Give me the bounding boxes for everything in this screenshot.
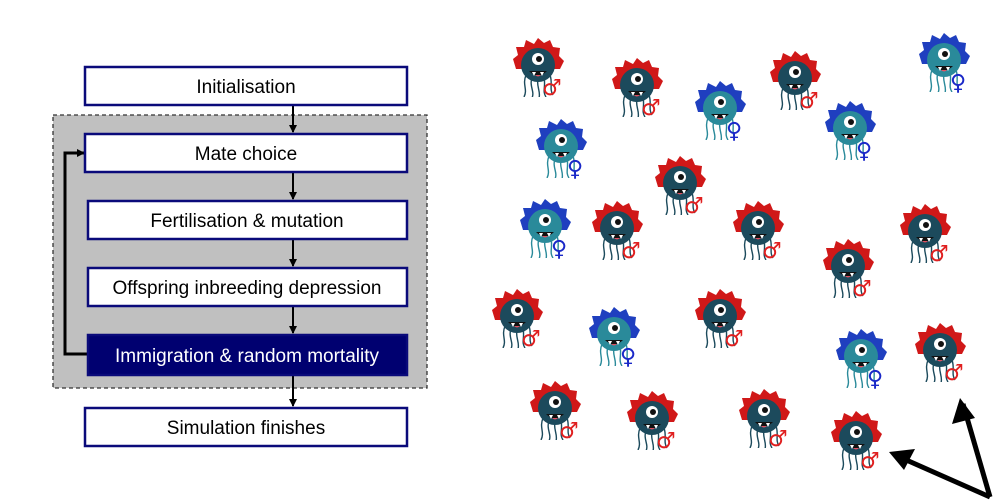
- female-individual: ♀: [918, 32, 970, 96]
- male-individual: ♂: [738, 388, 790, 452]
- male-symbol-icon: ♂: [944, 361, 964, 386]
- step-label-finish: Simulation finishes: [167, 418, 325, 439]
- male-individual: ♂: [899, 203, 951, 267]
- male-individual: ♂: [611, 57, 663, 121]
- step-box-immigration: [86, 333, 409, 377]
- male-individual: ♂: [591, 200, 643, 264]
- step-box-initialisation: [83, 65, 409, 107]
- male-symbol-icon: ♂: [929, 242, 949, 267]
- female-symbol-icon: ♀: [867, 367, 883, 392]
- male-symbol-icon: ♂: [799, 89, 819, 114]
- male-symbol-icon: ♂: [656, 429, 676, 454]
- female-symbol-icon: ♀: [551, 237, 567, 262]
- male-individual: ♂: [694, 288, 746, 352]
- male-symbol-icon: ♂: [768, 427, 788, 452]
- male-symbol-icon: ♂: [521, 327, 541, 352]
- male-symbol-icon: ♂: [724, 327, 744, 352]
- step-box-finish: [83, 406, 409, 448]
- female-individual: ♀: [824, 100, 876, 164]
- female-individual: ♀: [535, 118, 587, 182]
- female-individual: ♀: [588, 306, 640, 370]
- male-individual: ♂: [830, 410, 882, 474]
- step-box-fertilisation: [86, 199, 409, 241]
- male-individual: ♂: [626, 390, 678, 454]
- male-individual: ♂: [512, 37, 564, 101]
- male-symbol-icon: ♂: [860, 449, 880, 474]
- step-label-mate-choice: Mate choice: [195, 144, 297, 165]
- male-individual: ♂: [529, 380, 581, 444]
- female-symbol-icon: ♀: [856, 139, 872, 164]
- female-symbol-icon: ♀: [950, 71, 966, 96]
- female-individual: ♀: [519, 198, 571, 262]
- male-symbol-icon: ♂: [684, 194, 704, 219]
- female-individual: ♀: [694, 80, 746, 144]
- loop-back-arrow: [63, 149, 87, 356]
- male-individual: ♂: [914, 322, 966, 386]
- male-individual: ♂: [769, 50, 821, 114]
- step-label-initialisation: Initialisation: [196, 77, 295, 98]
- male-individual: ♂: [491, 288, 543, 352]
- male-symbol-icon: ♂: [621, 239, 641, 264]
- step-label-inbreeding: Offspring inbreeding depression: [113, 278, 382, 299]
- female-symbol-icon: ♀: [567, 157, 583, 182]
- male-symbol-icon: ♂: [762, 239, 782, 264]
- population: ♂ ♂ ♀ ♂ ♀ ♀ ♀ ♂ ♀ ♂ ♂ ♂ ♂ ♂ ♀ ♂ ♀ ♂ ♂ ♂ ♂ ♂: [491, 32, 970, 474]
- female-symbol-icon: ♀: [620, 345, 636, 370]
- male-symbol-icon: ♂: [852, 277, 872, 302]
- step-box-inbreeding: [86, 266, 409, 308]
- female-symbol-icon: ♀: [726, 119, 742, 144]
- male-symbol-icon: ♂: [542, 76, 562, 101]
- male-individual: ♂: [654, 155, 706, 219]
- flowchart: Initialisation Mate choice Fertilisation…: [52, 65, 428, 448]
- male-symbol-icon: ♂: [559, 419, 579, 444]
- pointer-arrow-left: [893, 452, 992, 500]
- male-individual: ♂: [822, 238, 874, 302]
- step-label-fertilisation: Fertilisation & mutation: [150, 211, 343, 232]
- female-individual: ♀: [835, 328, 887, 392]
- step-label-immigration: Immigration & random mortality: [115, 346, 379, 367]
- pointer-arrows: [889, 398, 993, 500]
- male-symbol-icon: ♂: [641, 96, 661, 121]
- step-box-mate-choice: [83, 132, 409, 174]
- male-individual: ♂: [732, 200, 784, 264]
